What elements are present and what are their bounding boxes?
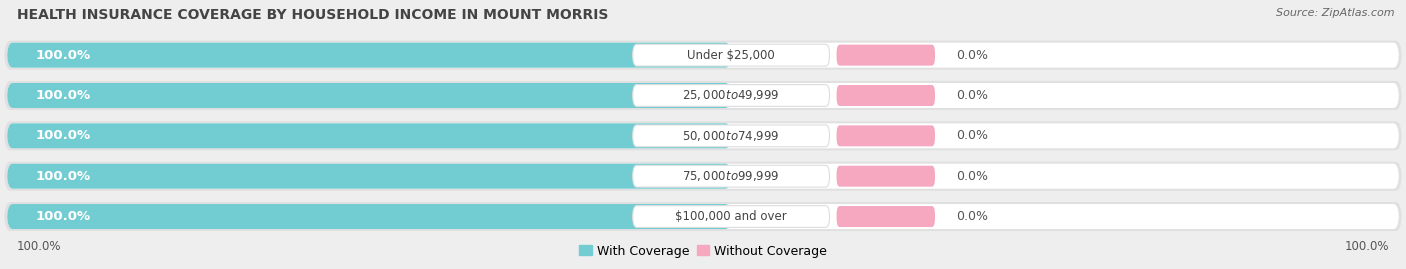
Text: 100.0%: 100.0% <box>17 240 62 253</box>
Text: 100.0%: 100.0% <box>35 89 90 102</box>
FancyBboxPatch shape <box>633 44 830 66</box>
FancyBboxPatch shape <box>4 162 1402 191</box>
FancyBboxPatch shape <box>633 165 830 187</box>
FancyBboxPatch shape <box>837 166 935 187</box>
FancyBboxPatch shape <box>7 204 731 229</box>
FancyBboxPatch shape <box>7 43 731 68</box>
Text: 0.0%: 0.0% <box>956 170 988 183</box>
FancyBboxPatch shape <box>7 43 1399 68</box>
Text: $25,000 to $49,999: $25,000 to $49,999 <box>682 89 780 102</box>
Text: 0.0%: 0.0% <box>956 49 988 62</box>
Legend: With Coverage, Without Coverage: With Coverage, Without Coverage <box>574 240 832 263</box>
Text: $75,000 to $99,999: $75,000 to $99,999 <box>682 169 780 183</box>
FancyBboxPatch shape <box>4 81 1402 110</box>
FancyBboxPatch shape <box>7 83 1399 108</box>
FancyBboxPatch shape <box>4 121 1402 150</box>
Text: $100,000 and over: $100,000 and over <box>675 210 787 223</box>
FancyBboxPatch shape <box>837 206 935 227</box>
Text: 100.0%: 100.0% <box>35 170 90 183</box>
Text: 100.0%: 100.0% <box>35 210 90 223</box>
FancyBboxPatch shape <box>4 41 1402 70</box>
FancyBboxPatch shape <box>633 85 830 107</box>
Text: 100.0%: 100.0% <box>1344 240 1389 253</box>
FancyBboxPatch shape <box>837 45 935 66</box>
FancyBboxPatch shape <box>7 164 1399 189</box>
FancyBboxPatch shape <box>7 164 731 189</box>
FancyBboxPatch shape <box>837 85 935 106</box>
Text: $50,000 to $74,999: $50,000 to $74,999 <box>682 129 780 143</box>
FancyBboxPatch shape <box>633 206 830 228</box>
FancyBboxPatch shape <box>7 83 731 108</box>
FancyBboxPatch shape <box>7 123 1399 148</box>
Text: 100.0%: 100.0% <box>35 49 90 62</box>
Text: Source: ZipAtlas.com: Source: ZipAtlas.com <box>1277 8 1395 18</box>
FancyBboxPatch shape <box>7 123 731 148</box>
Text: Under $25,000: Under $25,000 <box>688 49 775 62</box>
FancyBboxPatch shape <box>633 125 830 147</box>
Text: 0.0%: 0.0% <box>956 89 988 102</box>
FancyBboxPatch shape <box>4 202 1402 231</box>
Text: 0.0%: 0.0% <box>956 129 988 142</box>
FancyBboxPatch shape <box>837 125 935 146</box>
FancyBboxPatch shape <box>7 204 1399 229</box>
Text: 100.0%: 100.0% <box>35 129 90 142</box>
Text: HEALTH INSURANCE COVERAGE BY HOUSEHOLD INCOME IN MOUNT MORRIS: HEALTH INSURANCE COVERAGE BY HOUSEHOLD I… <box>17 8 609 22</box>
Text: 0.0%: 0.0% <box>956 210 988 223</box>
